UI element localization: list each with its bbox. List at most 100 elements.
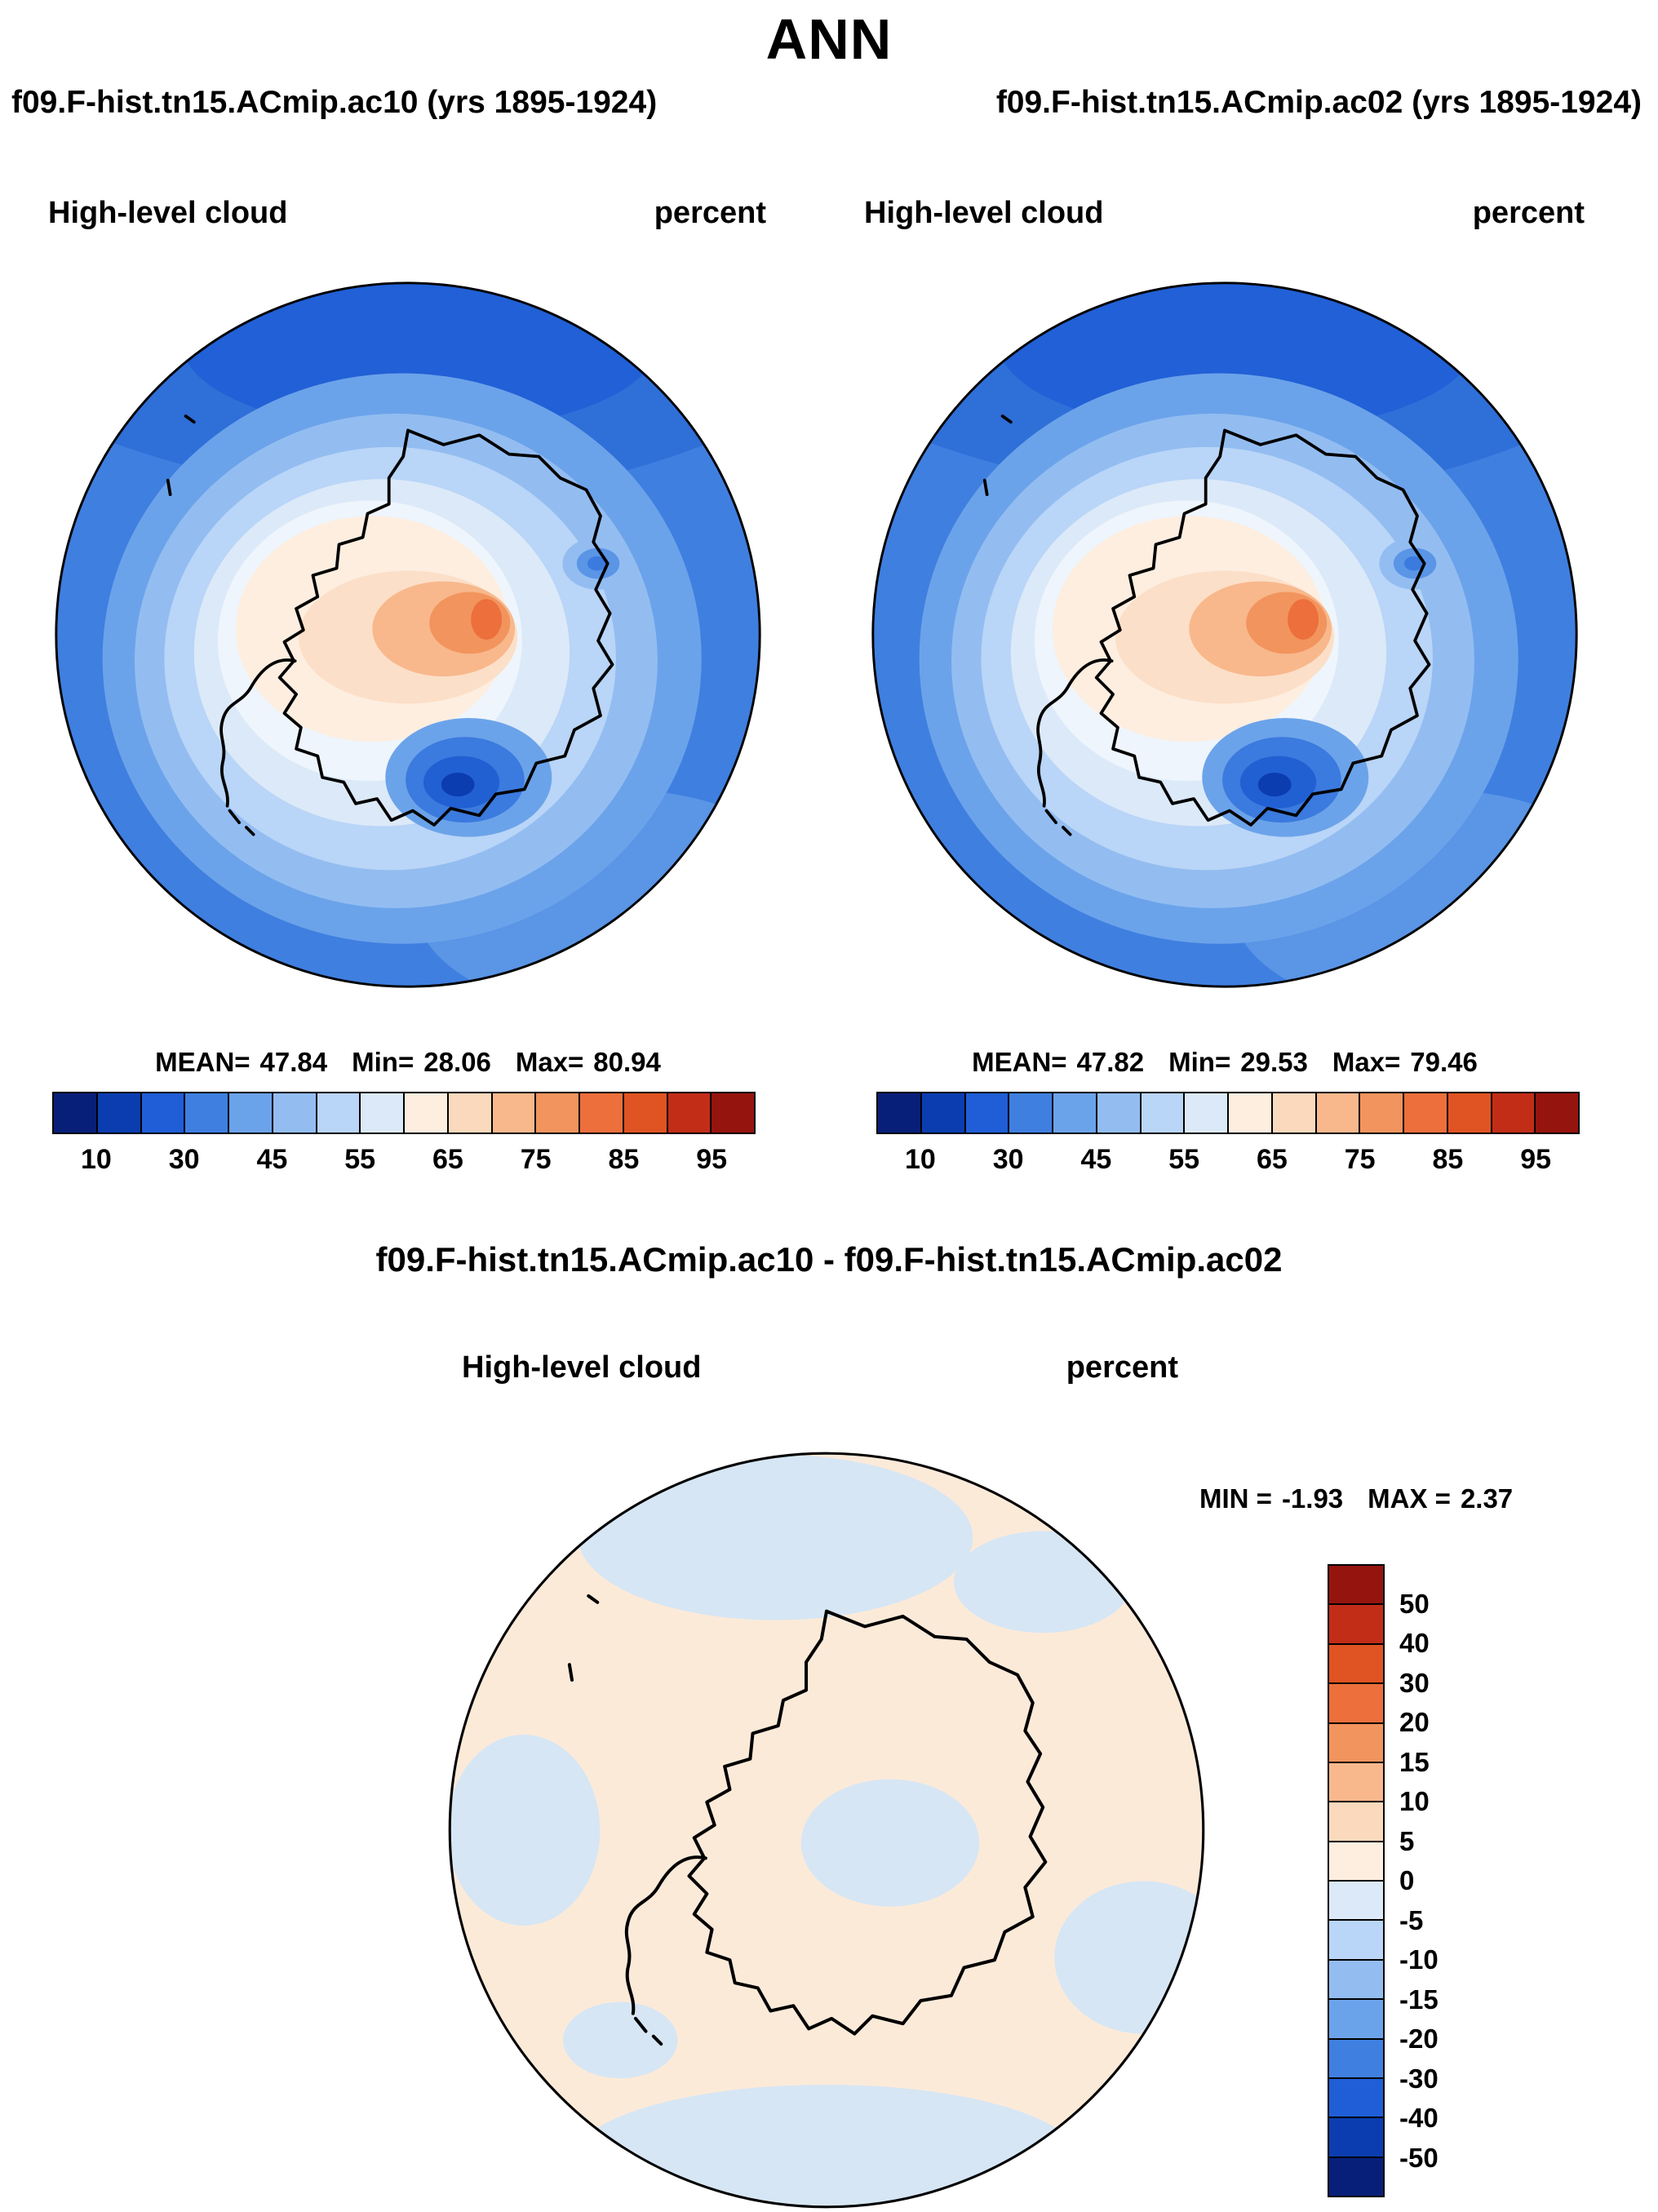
colorbar-segment: [1329, 1919, 1383, 1959]
colorbar-segment: [1183, 1093, 1227, 1133]
colorbar-segment: [1052, 1093, 1096, 1133]
colorbar-segment: [95, 1093, 140, 1133]
colorbar-tick-label: 5: [1399, 1825, 1415, 1856]
left-panel-header: High-level cloud percent: [48, 196, 766, 231]
colorbar-tick-label: -20: [1399, 2024, 1439, 2054]
colorbar-segment: [920, 1093, 964, 1133]
plot-title: ANN: [765, 7, 893, 71]
colorbar-tick-label: 30: [992, 1144, 1024, 1175]
colorbar-segment: [1314, 1093, 1359, 1133]
colorbar-segment: [1329, 1566, 1383, 1604]
diff-minmax: MIN = -1.93 MAX = 2.37: [1199, 1483, 1513, 1514]
colorbar-tick-label: -30: [1399, 2063, 1439, 2094]
diff-max-value: 2.37: [1460, 1483, 1514, 1514]
map-right-high-cloud: [868, 278, 1581, 991]
colorbar-segment: [1329, 1958, 1383, 1999]
colorbar-segment: [1490, 1093, 1535, 1133]
units-label-right: percent: [1472, 196, 1585, 230]
colorbar-diff: 50 40 30 20 15 10 5 0 -5 -10 -15 -20 -30 -40 -50: [1328, 1564, 1439, 2197]
colorbar-tick-label: 85: [608, 1144, 640, 1175]
colorbar-tick-label: 10: [80, 1144, 112, 1175]
colorbar-segment: [140, 1093, 184, 1133]
field-label-diff: High-level cloud: [462, 1350, 702, 1385]
colorbar-tick-label: 50: [1399, 1588, 1430, 1619]
colorbar-segment: [710, 1093, 754, 1133]
colorbar-segment: [1329, 2037, 1383, 2077]
colorbar-segment: [315, 1093, 360, 1133]
colorbar-segment: [446, 1093, 491, 1133]
colorbar-segment: [1329, 1603, 1383, 1643]
colorbar-right: 10 30 45 55 65 75 85 95: [876, 1092, 1580, 1175]
colorbar-left: 10 30 45 55 65 75 85 95: [52, 1092, 756, 1175]
min-label: Min=: [352, 1047, 414, 1077]
colorbar-segment: [359, 1093, 403, 1133]
colorbar-tick-label: 45: [1080, 1144, 1112, 1175]
colorbar-segment: [1329, 1642, 1383, 1683]
case-title-left: f09.F-hist.tn15.ACmip.ac10 (yrs 1895-192…: [11, 85, 658, 120]
max-value: 80.94: [593, 1047, 661, 1077]
right-panel-header: High-level cloud percent: [864, 196, 1585, 231]
colorbar-boxes: [876, 1092, 1580, 1134]
colorbar-tick-label: 10: [1399, 1786, 1430, 1816]
colorbar-tick-label: 15: [1399, 1746, 1430, 1777]
colorbar-segment: [1534, 1093, 1578, 1133]
colorbar-tick-label: 65: [432, 1144, 463, 1175]
mean-value: 47.82: [1076, 1047, 1145, 1077]
stats-left: MEAN= 47.84 Min= 28.06 Max= 80.94: [51, 1047, 765, 1078]
colorbar-segment: [1329, 2117, 1383, 2157]
diff-panel-header: High-level cloud percent: [462, 1350, 1178, 1385]
colorbar-segment: [1329, 2077, 1383, 2117]
mean-value: 47.84: [259, 1047, 328, 1077]
colorbar-tick-label: 95: [696, 1144, 728, 1175]
colorbar-segment: [1139, 1093, 1184, 1133]
colorbar-segment: [1329, 2156, 1383, 2196]
colorbar-tick-label: 30: [168, 1144, 200, 1175]
max-label: Max=: [1332, 1047, 1401, 1077]
colorbar-segment: [579, 1093, 623, 1133]
min-label: Min=: [1168, 1047, 1231, 1077]
colorbar-tick-label: 40: [1399, 1628, 1430, 1658]
colorbar-segment: [964, 1093, 1009, 1133]
colorbar-tick-label: 75: [520, 1144, 552, 1175]
colorbar-tick-label: 55: [344, 1144, 376, 1175]
colorbar-tick-label: 85: [1432, 1144, 1464, 1175]
colorbar-tick-label: 0: [1399, 1865, 1415, 1895]
colorbar-tick-label: 95: [1520, 1144, 1552, 1175]
colorbar-segment: [490, 1093, 535, 1133]
colorbar-segment: [534, 1093, 579, 1133]
max-label: Max=: [515, 1047, 584, 1077]
mean-label: MEAN=: [155, 1047, 250, 1077]
map-difference: [445, 1448, 1208, 2212]
colorbar-segment: [1403, 1093, 1447, 1133]
colorbar-segment: [1270, 1093, 1315, 1133]
colorbar-segment: [184, 1093, 228, 1133]
colorbar-segment: [1329, 1761, 1383, 1802]
colorbar-tick-label: 65: [1256, 1144, 1288, 1175]
diff-max-label: MAX =: [1368, 1483, 1451, 1514]
colorbar-tick-label: 75: [1344, 1144, 1376, 1175]
field-label-left: High-level cloud: [48, 196, 288, 230]
case-title-right: f09.F-hist.tn15.ACmip.ac02 (yrs 1895-192…: [995, 85, 1642, 120]
diff-title: f09.F-hist.tn15.ACmip.ac10 - f09.F-hist.…: [375, 1240, 1283, 1279]
min-value: 29.53: [1240, 1047, 1308, 1077]
field-label-right: High-level cloud: [864, 196, 1104, 230]
colorbar-tick-label: -5: [1399, 1904, 1424, 1935]
diff-min-value: -1.93: [1281, 1483, 1344, 1514]
colorbar-segment: [228, 1093, 272, 1133]
colorbar-segment: [1227, 1093, 1271, 1133]
colorbar-tick-label: 45: [256, 1144, 288, 1175]
colorbar-segment: [1329, 1801, 1383, 1841]
colorbar-tick-label: 20: [1399, 1707, 1430, 1737]
colorbar-segment: [1329, 1880, 1383, 1920]
colorbar-segment: [1359, 1093, 1403, 1133]
units-label-diff: percent: [1066, 1350, 1178, 1385]
colorbar-segment: [1095, 1093, 1140, 1133]
colorbar-boxes: [52, 1092, 756, 1134]
units-label-left: percent: [654, 196, 766, 230]
colorbar-tick-label: 30: [1399, 1667, 1430, 1698]
colorbar-tick-label: 10: [904, 1144, 936, 1175]
mean-label: MEAN=: [972, 1047, 1067, 1077]
colorbar-segment: [878, 1093, 920, 1133]
colorbar-segment: [666, 1093, 711, 1133]
colorbar-tick-label: 55: [1168, 1144, 1200, 1175]
